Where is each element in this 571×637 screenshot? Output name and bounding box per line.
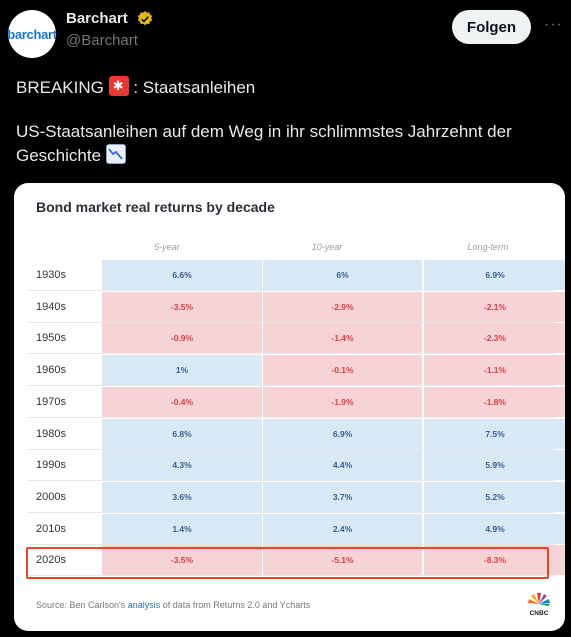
row-label: 1950s	[36, 332, 66, 345]
table-cell: -2.1%	[423, 291, 565, 322]
table-cell: -2.3%	[423, 323, 565, 354]
topic-text: : Staatsanleihen	[128, 78, 256, 97]
tweet-body: US-Staatsanleihen auf dem Weg in ihr sch…	[16, 122, 512, 165]
table-cell: 1%	[102, 355, 262, 386]
table-row: 1950s -0.9% -1.4% -2.3%	[28, 323, 565, 355]
table-cell: 6%	[262, 260, 422, 290]
row-label: 1970s	[36, 395, 66, 408]
chart-decreasing-icon	[105, 144, 126, 164]
table-cell: -3.5%	[102, 291, 262, 322]
avatar-logo-text: barchart	[8, 26, 56, 42]
highlight-box-2020s	[26, 547, 549, 579]
table-cell: -0.1%	[262, 355, 422, 386]
table-row: 1990s 4.3% 4.4% 5.9%	[28, 450, 565, 482]
row-label: 2000s	[36, 490, 66, 503]
table-cell: 6.9%	[423, 260, 565, 290]
chart-title: Bond market real returns by decade	[36, 199, 275, 215]
avatar[interactable]: barchart	[8, 10, 56, 58]
row-label: 2020s	[36, 554, 66, 567]
table-cell: -1.4%	[262, 323, 422, 354]
table-cell: 2.4%	[262, 513, 422, 544]
table-cell: 5.2%	[423, 481, 565, 512]
author-name[interactable]: Barchart	[66, 10, 128, 27]
source-suffix: of data from Returns 2.0 and Ycharts	[160, 600, 311, 610]
table-cell: -1.9%	[262, 386, 422, 417]
table-row: 1970s -0.4% -1.9% -1.8%	[28, 386, 565, 418]
column-header-5-year: 5-year	[154, 242, 180, 252]
table-row: 1930s 6.6% 6% 6.9%	[28, 260, 565, 291]
source-note: Source: Ben Carlson's analysis of data f…	[36, 600, 310, 610]
table-cell: -1.8%	[423, 386, 565, 417]
row-label: 2010s	[36, 522, 66, 535]
table-cell: -2.9%	[262, 291, 422, 322]
table-cell: 4.9%	[423, 513, 565, 544]
row-label: 1960s	[36, 364, 66, 377]
table-cell: 3.7%	[262, 481, 422, 512]
author-handle[interactable]: @Barchart	[66, 32, 138, 49]
siren-icon	[108, 76, 129, 96]
table-cell: 4.4%	[262, 450, 422, 481]
breaking-text: BREAKING	[16, 78, 109, 97]
chart-image-card[interactable]: Bond market real returns by decade 5-yea…	[14, 183, 565, 631]
table-cell: 4.3%	[102, 450, 262, 481]
table-row: 1980s 6.8% 6.9% 7.5%	[28, 418, 565, 450]
table-cell: 6.8%	[102, 418, 262, 449]
row-label: 1990s	[36, 459, 66, 472]
tweet-text-line1: BREAKING : Staatsanleihen	[16, 76, 255, 100]
table-cell: -3.5%	[102, 545, 262, 576]
table-row: 1940s -3.5% -2.9% -2.1%	[28, 291, 565, 323]
column-header-long-term: Long-term	[467, 242, 509, 252]
table-row: 2010s 1.4% 2.4% 4.9%	[28, 513, 565, 545]
row-label: 1930s	[36, 269, 66, 281]
source-prefix: Source: Ben Carlson's	[36, 600, 128, 610]
tweet-text-line2: US-Staatsanleihen auf dem Weg in ihr sch…	[16, 120, 556, 168]
table-row: 2020s -3.5% -5.1% -8.3%	[28, 545, 565, 577]
column-header-10-year: 10-year	[311, 242, 343, 252]
table-row: 1960s 1% -0.1% -1.1%	[28, 355, 565, 387]
table-cell: -0.4%	[102, 386, 262, 417]
cnbc-logo-text: CNBC	[530, 610, 549, 617]
table-cell: -8.3%	[423, 545, 565, 576]
row-label: 1980s	[36, 427, 66, 440]
table-cell: -1.1%	[423, 355, 565, 386]
table-cell: 1.4%	[102, 513, 262, 544]
table-cell: -0.9%	[102, 323, 262, 354]
table-cell: 5.9%	[423, 450, 565, 481]
table-row: 2000s 3.6% 3.7% 5.2%	[28, 481, 565, 513]
table-cell: 7.5%	[423, 418, 565, 449]
table-cell: 6.6%	[102, 260, 262, 290]
verified-badge-icon	[137, 11, 153, 26]
source-link[interactable]: analysis	[127, 600, 161, 610]
follow-button[interactable]: Folgen	[452, 10, 531, 44]
more-options-icon[interactable]: ···	[544, 16, 563, 33]
row-label: 1940s	[36, 300, 66, 313]
tweet-header: barchart Barchart @Barchart Folgen ···	[0, 0, 571, 62]
cnbc-logo-icon: CNBC	[528, 593, 550, 617]
table-cell: 6.9%	[262, 418, 422, 449]
table-cell: 3.6%	[102, 481, 262, 512]
table-cell: -5.1%	[262, 545, 422, 576]
